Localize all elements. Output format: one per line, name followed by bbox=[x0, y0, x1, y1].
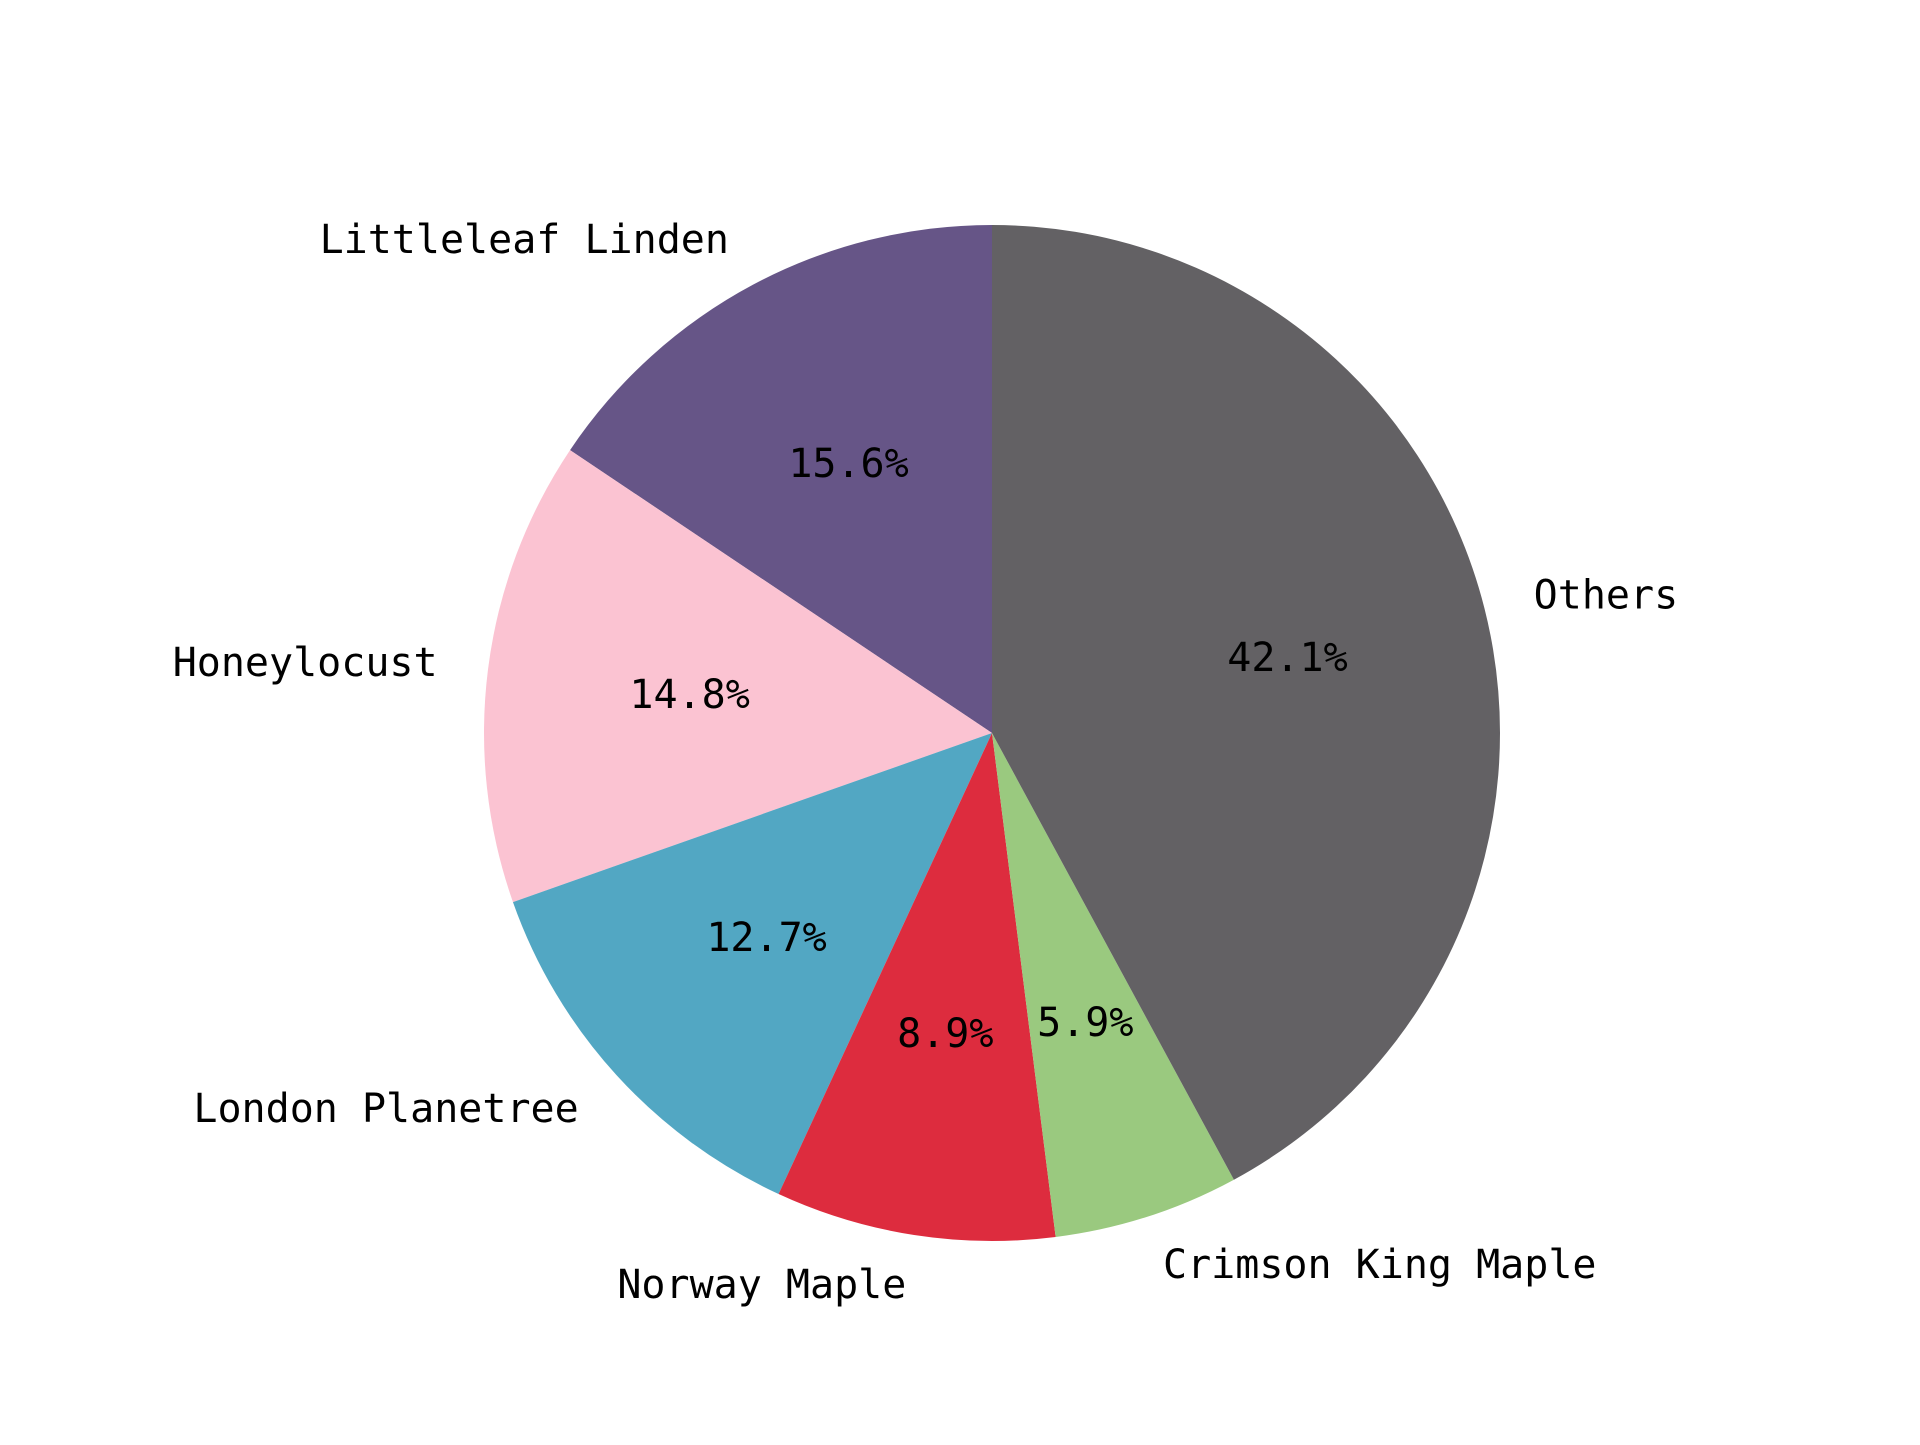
pie-slice-crimson-king-maple bbox=[992, 733, 1234, 1237]
slice-label-norway-maple: Norway Maple bbox=[617, 1262, 906, 1308]
pie-slice-others bbox=[992, 224, 1500, 1180]
pct-label-crimson-king-maple: 5.9% bbox=[1037, 1000, 1133, 1046]
pct-label-norway-maple: 8.9% bbox=[897, 1011, 993, 1057]
pie-slice-london-planetree bbox=[512, 733, 992, 1195]
pct-label-honeylocust: 14.8% bbox=[629, 672, 749, 718]
pie-slice-littleleaf-linden bbox=[570, 225, 992, 733]
pct-label-littleleaf-linden: 15.6% bbox=[788, 441, 908, 487]
pie-slice-honeylocust bbox=[484, 450, 992, 903]
slices-layer bbox=[484, 224, 1500, 1241]
labels-layer: Littleleaf Linden 15.6% Honeylocust 14.8% Lo… bbox=[173, 217, 1678, 1308]
slice-label-littleleaf-linden: Littleleaf Linden bbox=[320, 217, 729, 263]
slice-label-others: Others bbox=[1534, 573, 1679, 619]
slice-label-crimson-king-maple: Crimson King Maple bbox=[1163, 1242, 1596, 1288]
pct-label-london-planetree: 12.7% bbox=[706, 915, 826, 961]
pct-label-others: 42.1% bbox=[1227, 635, 1347, 681]
slice-label-london-planetree: London Planetree bbox=[193, 1086, 578, 1132]
pie-slice-norway-maple bbox=[778, 733, 1056, 1241]
slice-label-honeylocust: Honeylocust bbox=[173, 640, 438, 686]
